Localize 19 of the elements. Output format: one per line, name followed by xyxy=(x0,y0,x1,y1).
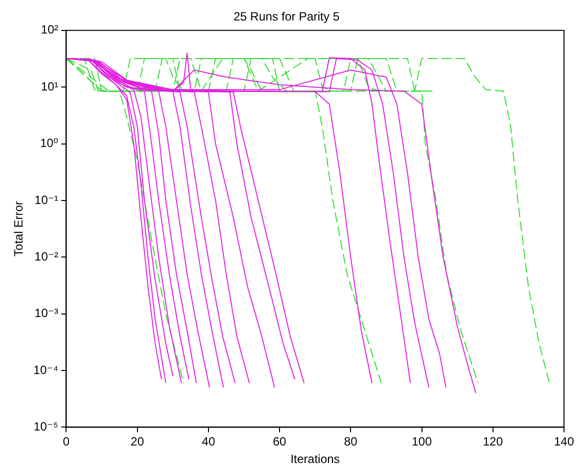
y-tick-label: 10⁻² xyxy=(34,249,58,264)
x-tick-label: 100 xyxy=(412,434,432,449)
x-tick-label: 60 xyxy=(272,434,287,449)
x-tick-label: 80 xyxy=(344,434,358,449)
y-tick-label: 10¹ xyxy=(40,79,58,94)
y-tick-label: 10⁻³ xyxy=(34,306,58,320)
x-tick-label: 0 xyxy=(62,434,70,449)
y-tick-label: 10⁻¹ xyxy=(34,192,58,207)
y-tick-label: 10⁻⁴ xyxy=(33,362,58,377)
x-tick-label: 140 xyxy=(554,434,574,449)
y-axis-title: Total Error xyxy=(12,201,26,256)
x-axis-title: Iterations xyxy=(290,452,340,466)
x-tick-label: 120 xyxy=(482,434,504,449)
y-tick-label: 10⁰ xyxy=(40,136,58,150)
chart-title: 25 Runs for Parity 5 xyxy=(233,10,340,24)
x-tick-label: 40 xyxy=(202,434,216,449)
y-tick-label: 10² xyxy=(40,22,58,37)
y-tick-label: 10⁻⁵ xyxy=(34,420,58,434)
x-tick-label: 20 xyxy=(130,434,144,449)
